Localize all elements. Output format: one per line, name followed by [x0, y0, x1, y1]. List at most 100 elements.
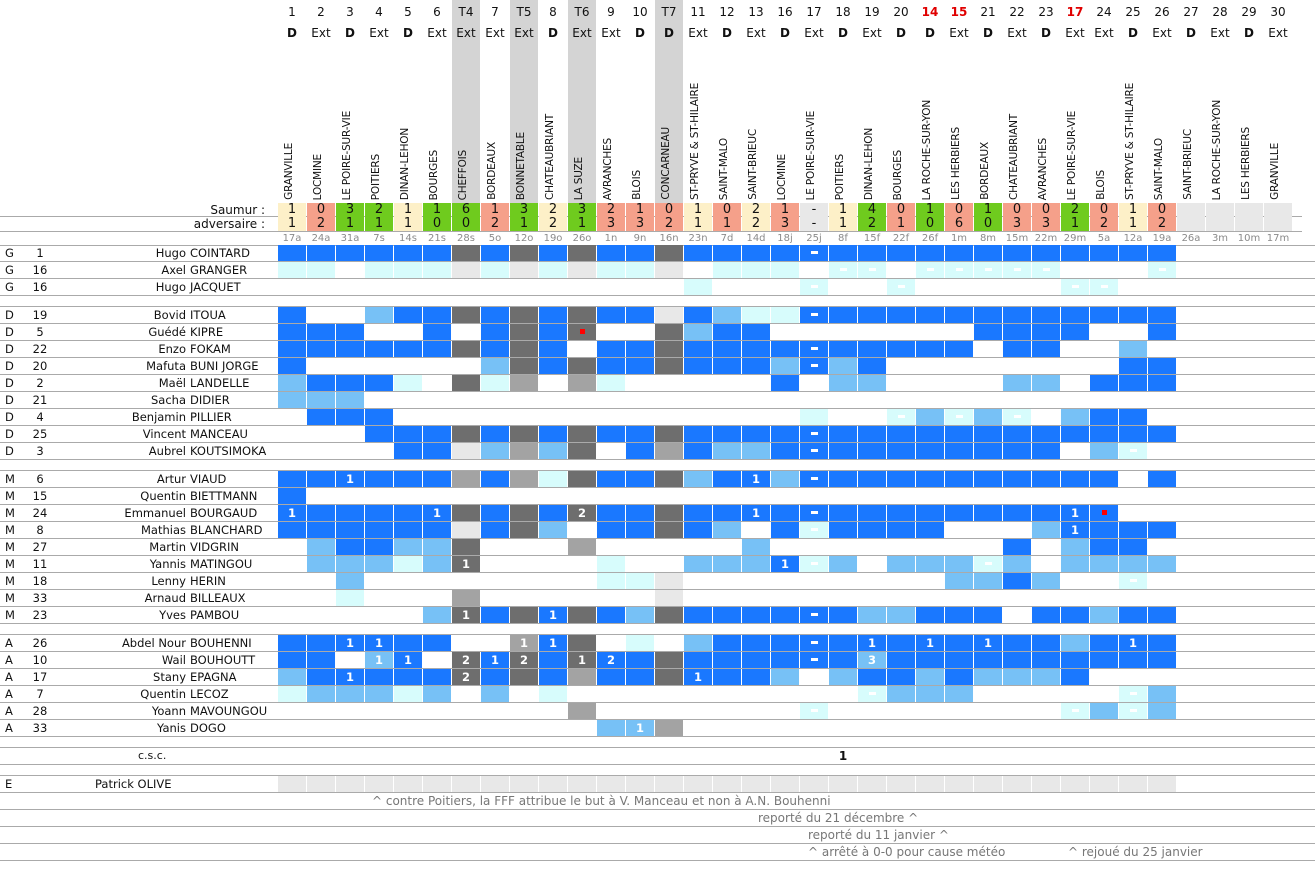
- match-column-header: 30 Ext GRANVILLE: [1264, 0, 1292, 203]
- player-row: G 16 Hugo JACQUET: [0, 279, 1315, 296]
- saumur-score: [1264, 203, 1292, 217]
- player-first-name: Arnaud: [144, 591, 186, 605]
- participation-cell: [684, 522, 712, 538]
- opponent-score: 6: [945, 217, 973, 231]
- participation-cell: [742, 262, 770, 278]
- player-last-name: DOGO: [190, 721, 226, 735]
- substitute-mark: [1100, 285, 1108, 288]
- participation-cell: [858, 669, 886, 685]
- participation-cell: [829, 443, 857, 459]
- participation-cell: [1061, 776, 1089, 792]
- player-number: 20: [32, 359, 48, 373]
- match-column-header: T7 D CONCARNEAU: [655, 0, 683, 203]
- participation-cell: [771, 307, 799, 323]
- match-column-header: 17 Ext LE POIRE-SUR-VIE: [1061, 0, 1089, 203]
- player-position: A: [5, 687, 13, 701]
- participation-cell: [539, 324, 567, 340]
- participation-cell: [1090, 471, 1118, 487]
- match-date: 17m: [1266, 233, 1290, 244]
- match-column-header: 4 Ext POITIERS: [365, 0, 393, 203]
- player-position: A: [5, 636, 13, 650]
- participation-cell: [684, 245, 712, 261]
- opponent-name: BOURGES: [428, 149, 440, 200]
- participation-cell: [336, 556, 364, 572]
- player-last-name: DIDIER: [190, 393, 230, 407]
- match-column-header: 29 D LES HERBIERS: [1235, 0, 1263, 203]
- substitute-mark: [810, 313, 818, 316]
- participation-cell: [713, 341, 741, 357]
- player-row: M 6 Artur VIAUD 1 1: [0, 471, 1315, 488]
- participation-cell: [684, 652, 712, 668]
- participation-cell: [945, 409, 973, 425]
- participation-cell: [771, 358, 799, 374]
- match-date: 14d: [746, 233, 766, 244]
- match-venue: Ext: [688, 26, 708, 40]
- player-first-name: Enzo: [158, 342, 186, 356]
- participation-cell: [481, 776, 509, 792]
- goal-cell: 1: [539, 607, 567, 623]
- goal-cell: 1: [394, 652, 422, 668]
- match-column-header: T5 Ext BONNETABLE: [510, 0, 538, 203]
- opponent-score: 1: [568, 217, 596, 231]
- opponent-score: 0: [452, 217, 480, 231]
- opponent-score: 1: [887, 217, 915, 231]
- participation-cell: [916, 776, 944, 792]
- saumur-score: 1: [481, 203, 509, 217]
- participation-cell: [394, 539, 422, 555]
- participation-cell: [307, 776, 335, 792]
- participation-cell: [539, 262, 567, 278]
- match-column-header: 9 Ext AVRANCHES: [597, 0, 625, 203]
- participation-cell: [1003, 652, 1031, 668]
- opponent-name: LE POIRE-SUR-VIE: [341, 110, 353, 200]
- saumur-score: 0: [1090, 203, 1118, 217]
- participation-cell: [974, 505, 1002, 521]
- red-card-icon: [1101, 510, 1107, 515]
- match-venue: Ext: [456, 26, 476, 40]
- participation-cell: [1148, 358, 1176, 374]
- csc-row: c.s.c. 1: [0, 748, 1315, 765]
- participation-cell: [626, 245, 654, 261]
- participation-cell: [887, 776, 915, 792]
- participation-cell: [771, 652, 799, 668]
- row-spacer: [0, 460, 1315, 471]
- participation-cell: [858, 776, 886, 792]
- match-date: 1m: [950, 233, 968, 244]
- match-venue: D: [896, 26, 906, 40]
- participation-cell: [307, 375, 335, 391]
- match-number: 2: [317, 5, 325, 19]
- participation-cell: [1003, 505, 1031, 521]
- opponent-score: 1: [1119, 217, 1147, 231]
- participation-cell: [394, 505, 422, 521]
- opponent-score: 2: [481, 217, 509, 231]
- participation-cell: [336, 505, 364, 521]
- player-first-name: Guédé: [148, 325, 186, 339]
- player-last-name: BOUHENNI: [190, 636, 252, 650]
- participation-cell: [713, 358, 741, 374]
- participation-cell: [481, 505, 509, 521]
- opponent-score: 2: [858, 217, 886, 231]
- participation-cell: [510, 307, 538, 323]
- participation-cell: [1148, 607, 1176, 623]
- participation-cell: [916, 505, 944, 521]
- participation-cell: [423, 556, 451, 572]
- participation-cell: [974, 776, 1002, 792]
- match-date: 18j: [777, 233, 793, 244]
- participation-cell: [307, 669, 335, 685]
- participation-cell: [626, 358, 654, 374]
- participation-cell: [1003, 262, 1031, 278]
- participation-cell: [1119, 443, 1147, 459]
- participation-cell: [307, 539, 335, 555]
- participation-cell: [713, 471, 741, 487]
- participation-cell: [1061, 279, 1089, 295]
- participation-cell: [1003, 245, 1031, 261]
- player-first-name: Bovid: [153, 308, 186, 322]
- player-last-name: JACQUET: [190, 280, 241, 294]
- match-number: 12: [719, 5, 735, 19]
- goal-cell: 1: [1061, 522, 1089, 538]
- saumur-score: 1: [974, 203, 1002, 217]
- goal-cell: 1: [684, 669, 712, 685]
- participation-cell: [1090, 307, 1118, 323]
- match-number: 14: [921, 5, 939, 19]
- participation-cell: [597, 358, 625, 374]
- participation-cell: [568, 324, 596, 340]
